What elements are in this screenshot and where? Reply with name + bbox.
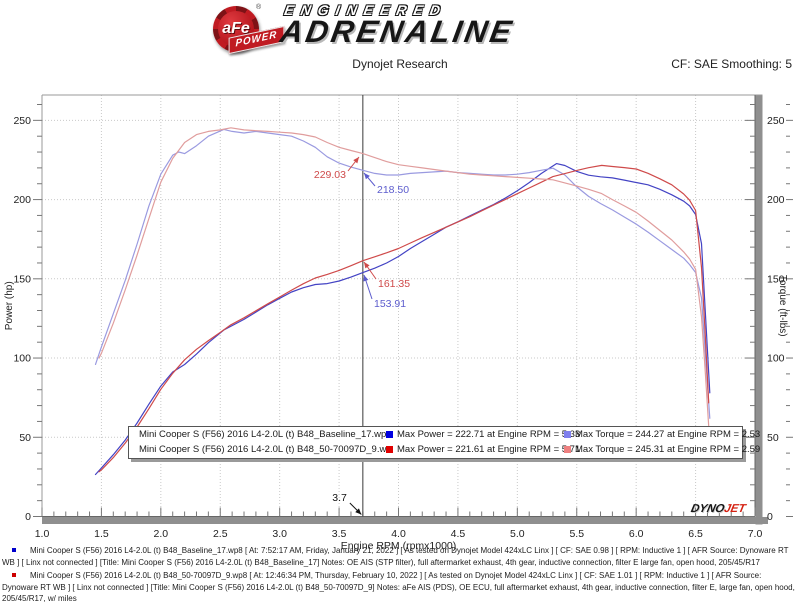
annotation-value-0: 229.03 <box>314 169 346 181</box>
x-tick-label: 6.0 <box>629 528 644 540</box>
y-tick-label-left: 250 <box>13 115 31 127</box>
annotation-value-3: 153.91 <box>374 298 406 310</box>
power-swatch-icon <box>386 431 393 438</box>
annotation-value-1: 218.50 <box>377 184 409 196</box>
x-tick-label: 2.0 <box>154 528 169 540</box>
y-tick-label-right: 100 <box>767 353 785 365</box>
x-tick-label: 3.0 <box>272 528 287 540</box>
x-tick-label: 3.5 <box>332 528 347 540</box>
dynojet-logo-jet: JET <box>722 503 747 515</box>
chart-legend: Mini Cooper S (F56) 2016 L4-2.0L (t) B48… <box>128 426 760 459</box>
y-tick-label-right: 50 <box>767 432 779 444</box>
dynojet-logo-dyno: DYNO <box>689 503 726 515</box>
run-info-baseline: Mini Cooper S (F56) 2016 L4-2.0L (t) B48… <box>2 545 797 568</box>
x-axis-title: Engine RPM (rpmx1000) <box>341 540 457 552</box>
run-info-afe: Mini Cooper S (F56) 2016 L4-2.0L (t) B48… <box>2 570 797 605</box>
run-info-text: Mini Cooper S (F56) 2016 L4-2.0L (t) B48… <box>2 571 795 603</box>
x-tick-label: 6.5 <box>688 528 703 540</box>
annotation-arrow-0-head <box>353 157 359 164</box>
y-tick-label-right: 200 <box>767 194 785 206</box>
legend-max-power-text: Max Power = 221.61 at Engine RPM = 5.71 <box>397 444 581 455</box>
x-tick-label: 4.5 <box>451 528 466 540</box>
chart-subtitle: Dynojet Research <box>352 57 448 71</box>
y-tick-label-left: 200 <box>13 194 31 206</box>
x-tick-label: 4.0 <box>391 528 406 540</box>
annotation-arrow-1-head <box>364 173 370 180</box>
legend-row-baseline: Mini Cooper S (F56) 2016 L4-2.0L (t) B48… <box>129 427 760 442</box>
y-tick-label-right: 0 <box>767 511 773 523</box>
y-axis-bar-right <box>755 95 763 525</box>
torque-swatch-icon <box>564 431 571 438</box>
x-tick-label: 5.0 <box>510 528 525 540</box>
legend-max-power: Max Power = 221.61 at Engine RPM = 5.71 <box>386 444 580 455</box>
legend-max-power-text: Max Power = 222.71 at Engine RPM = 5.33 <box>397 429 581 440</box>
legend-max-torque: Max Torque = 245.31 at Engine RPM = 2.59 <box>564 444 760 455</box>
y-tick-label-left: 100 <box>13 353 31 365</box>
x-tick-label: 2.5 <box>213 528 228 540</box>
cursor-arrow-head <box>355 508 362 515</box>
afe-logo-icon: aFe <box>213 6 259 52</box>
header: aFe ® POWER ENGINEERED ADRENALINE Dynoje… <box>0 0 800 78</box>
x-tick-label: 1.5 <box>94 528 109 540</box>
legend-row-afe: Mini Cooper S (F56) 2016 L4-2.0L (t) B48… <box>129 442 760 457</box>
x-axis-bar <box>42 517 768 524</box>
run-info-footer: Mini Cooper S (F56) 2016 L4-2.0L (t) B48… <box>0 545 800 607</box>
cursor-label: 3.7 <box>332 492 347 504</box>
y-tick-label-left: 150 <box>13 273 31 285</box>
legend-run-name: Mini Cooper S (F56) 2016 L4-2.0L (t) B48… <box>139 429 386 440</box>
series-afe-intake-torque-(ft-lbs) <box>98 127 710 427</box>
cf-smoothing-label: CF: SAE Smoothing: 5 <box>671 57 792 71</box>
x-tick-label: 7.0 <box>748 528 763 540</box>
y-tick-label-left: 0 <box>25 511 31 523</box>
legend-max-power: Max Power = 222.71 at Engine RPM = 5.33 <box>386 429 580 440</box>
series-baseline-power-(hp) <box>94 163 711 476</box>
annotation-arrow-2-head <box>364 262 370 269</box>
annotation-arrow-3-head <box>363 275 369 282</box>
registered-mark: ® <box>256 4 262 11</box>
run-info-text: Mini Cooper S (F56) 2016 L4-2.0L (t) B48… <box>2 546 789 567</box>
y-axis-title-right: Torque (ft-lbs) <box>777 275 788 337</box>
legend-max-torque: Max Torque = 244.27 at Engine RPM = 2.53 <box>564 429 760 440</box>
x-tick-label: 5.5 <box>569 528 584 540</box>
run-bullet-icon <box>12 573 16 577</box>
y-tick-label-left: 50 <box>19 432 31 444</box>
legend-max-torque-text: Max Torque = 244.27 at Engine RPM = 2.53 <box>575 429 761 440</box>
series-afe-intake-power-(hp) <box>98 164 710 473</box>
torque-swatch-icon <box>564 446 571 453</box>
run-bullet-icon <box>12 548 16 552</box>
x-tick-label: 1.0 <box>35 528 50 540</box>
series-baseline-torque-(ft-lbs) <box>94 128 711 419</box>
afe-logo-text: aFe <box>222 20 250 37</box>
y-tick-label-right: 150 <box>767 273 785 285</box>
legend-max-torque-text: Max Torque = 245.31 at Engine RPM = 2.59 <box>575 444 761 455</box>
legend-run-name: Mini Cooper S (F56) 2016 L4-2.0L (t) B48… <box>139 444 386 455</box>
annotation-value-2: 161.35 <box>378 278 410 290</box>
y-tick-label-right: 250 <box>767 115 785 127</box>
dynojet-logo: DYNOJET <box>690 503 747 515</box>
y-axis-title-left: Power (hp) <box>4 281 15 330</box>
power-swatch-icon <box>386 446 393 453</box>
